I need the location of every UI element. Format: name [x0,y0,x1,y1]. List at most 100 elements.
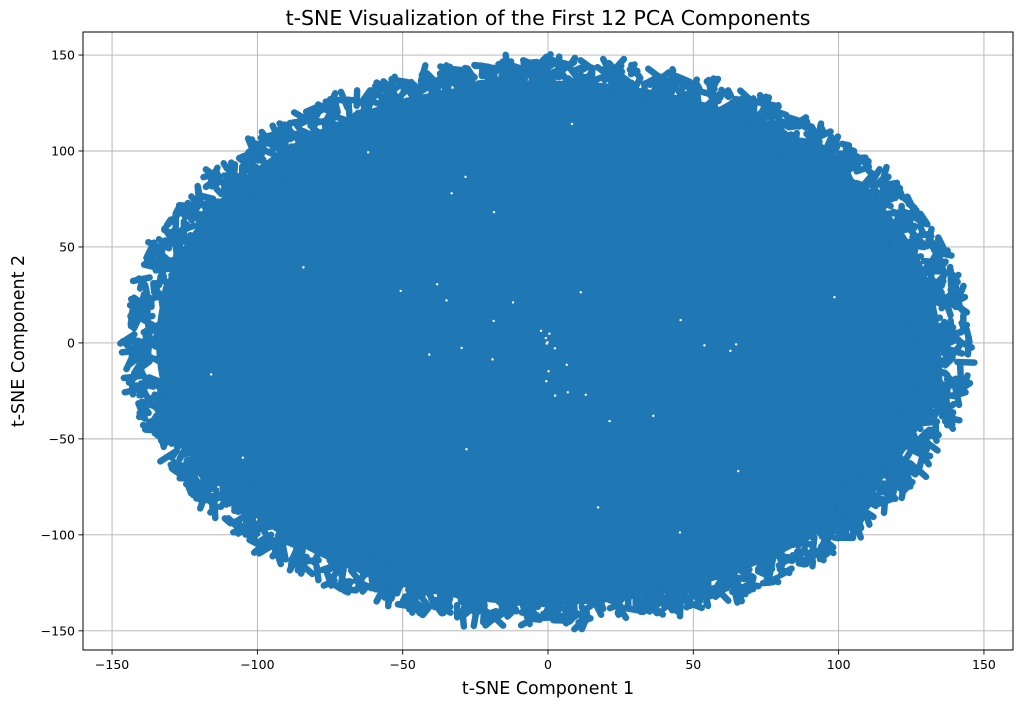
scatter-point [145,374,168,387]
scatter-point [663,574,684,592]
scatter-point [235,523,257,532]
scatter-point [202,174,221,191]
scatter-point [882,347,905,360]
scatter-point [186,365,203,386]
scatter-point [368,533,383,556]
scatter-point [248,136,258,157]
scatter-point [206,255,217,268]
scatter-point [767,142,791,155]
scatter-point [271,518,287,529]
scatter-point [693,107,714,115]
scatter-point [235,466,257,478]
scatter-point [139,312,156,322]
scatter-point [163,216,174,229]
scatter-point [545,76,554,94]
scatter-point [157,421,176,438]
scatter-point [703,92,722,109]
scatter-point [448,574,460,589]
scatter-point [872,406,882,428]
scatter-point [160,335,178,355]
scatter-gap [596,506,600,509]
scatter-point [217,422,232,432]
scatter-gap [678,531,682,534]
scatter-point [280,139,294,157]
scatter-point [673,572,689,581]
scatter-point [455,592,469,604]
scatter-point [867,219,885,228]
scatter-point [323,540,340,549]
scatter-gap [566,391,569,394]
scatter-point [205,195,213,213]
scatter-point [660,69,672,80]
scatter-point [868,249,886,271]
scatter-point [688,117,697,133]
scatter-point [902,469,914,487]
scatter-point [691,597,704,609]
x-tick-label: −150 [95,657,129,672]
scatter-point [903,347,914,368]
scatter-point [189,241,199,255]
scatter-point [569,95,583,112]
scatter-point [369,129,384,146]
scatter-point [938,258,949,270]
scatter-point [537,69,554,78]
scatter-point [353,121,364,138]
scatter-point [369,120,392,136]
scatter-point [296,508,305,522]
scatter-point [423,82,442,93]
scatter-gap [465,448,468,451]
scatter-point [873,435,883,452]
scatter-point [367,136,377,151]
scatter-point [483,613,495,628]
scatter-point [224,440,240,454]
scatter-point [831,497,847,511]
scatter-point [262,129,285,141]
scatter-gap [209,373,213,376]
scatter-point [892,270,915,286]
scatter-gap [464,175,467,179]
scatter-point [895,332,909,350]
scatter-point [735,582,749,594]
scatter-point [896,289,911,302]
scatter-point [200,170,221,181]
scatter-point [171,407,196,417]
scatter-point [945,345,966,357]
scatter-gap [584,393,587,396]
scatter-point [642,589,659,601]
scatter-point [492,104,504,119]
x-tick-label: 0 [544,657,552,672]
scatter-point [436,63,454,77]
scatter-point [566,103,579,113]
scatter-point [460,567,483,579]
scatter-point [417,580,430,598]
scatter-point [338,138,356,147]
scatter-point [419,567,431,578]
scatter-point [177,205,189,221]
scatter-point [799,493,807,509]
scatter-point [393,578,405,597]
scatter-point [141,421,154,431]
scatter-point [184,199,193,213]
scatter-point [796,545,808,560]
scatter-point [468,101,481,112]
scatter-point [330,550,339,565]
scatter-point [865,234,874,250]
scatter-point [944,417,957,432]
scatter-point [585,72,600,85]
scatter-point [221,220,236,240]
scatter-gap [366,151,370,154]
scatter-point [747,119,760,133]
scatter-point [836,201,854,212]
scatter-point [563,567,574,581]
scatter-point [758,516,773,536]
scatter-point [607,93,622,106]
scatter-gap [734,343,738,346]
scatter-point [742,95,757,114]
scatter-point [816,547,834,563]
scatter-point [600,96,608,116]
scatter-gap [544,336,548,340]
scatter-point [678,114,692,136]
scatter-point [955,302,968,316]
y-tick-label: 100 [51,143,75,158]
scatter-point [805,523,815,540]
